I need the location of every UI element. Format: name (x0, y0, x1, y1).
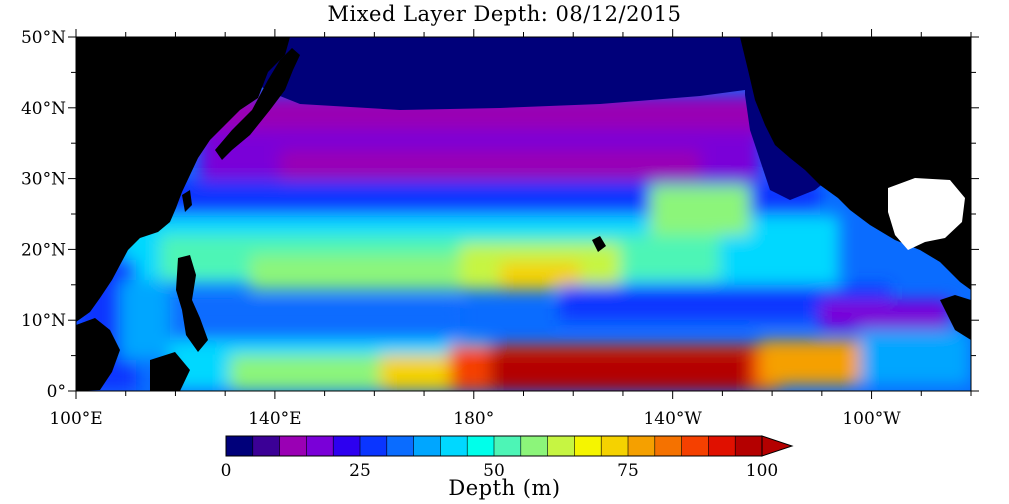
colorbar-swatch (360, 436, 388, 456)
colorbar-swatch (440, 436, 468, 456)
colorbar: 0 25 50 75 100 (221, 435, 794, 481)
map-title: Mixed Layer Depth: 08/12/2015 (327, 2, 682, 26)
lat-tick-label: 20°N (21, 240, 66, 260)
colorbar-swatch (735, 436, 763, 456)
colorbar-extend-arrow (761, 435, 794, 457)
land-japan (215, 48, 300, 160)
map-plot-area (76, 37, 971, 391)
colorbar-swatch (333, 436, 361, 456)
lat-tick-label: 40°N (21, 99, 66, 119)
colorbar-swatch (306, 436, 334, 456)
colorbar-swatch (413, 436, 441, 456)
colorbar-swatch (601, 436, 629, 456)
colorbar-tick-label: 25 (349, 461, 371, 481)
colorbar-swatch (628, 436, 656, 456)
colorbar-swatch (226, 436, 254, 456)
gulf-of-mexico (888, 178, 965, 250)
colorbar-label: Depth (m) (448, 476, 561, 500)
land-asia (76, 37, 290, 322)
colorbar-swatch (252, 436, 281, 456)
colorbar-tick-label: 75 (617, 461, 639, 481)
land-indonesia (150, 352, 190, 391)
lon-tick-label: 140°E (248, 409, 301, 429)
lat-tick-label: 50°N (21, 28, 66, 48)
colorbar-swatch (520, 436, 549, 456)
colorbar-swatch (494, 436, 522, 456)
colorbar-tick-label: 100 (746, 461, 778, 481)
latitude-ticks: 50°N 40°N 30°N 20°N 10°N 0° (21, 28, 979, 402)
colorbar-tick-label: 50 (483, 461, 505, 481)
lat-tick-label: 10°N (21, 311, 66, 331)
land-central-america (940, 295, 971, 340)
shallow-north-region (240, 37, 745, 110)
land-philippines (176, 255, 208, 352)
land-hawaii (592, 236, 606, 252)
longitude-ticks: 100°E 140°E 180° 140°W 100°W (49, 29, 972, 429)
colorbar-swatch (279, 436, 307, 456)
lon-tick-label: 100°W (842, 409, 901, 429)
colorbar-swatch (681, 436, 709, 456)
depth-field (76, 95, 970, 391)
lon-tick-label: 100°E (49, 409, 102, 429)
lon-tick-label: 140°W (643, 409, 702, 429)
colorbar-swatch (467, 436, 495, 456)
colorbar-swatch (386, 436, 415, 456)
colorbar-swatch (708, 436, 736, 456)
lat-tick-label: 0° (47, 382, 66, 402)
land-taiwan (182, 190, 192, 212)
land-borneo (76, 318, 120, 391)
lat-tick-label: 30°N (21, 170, 66, 190)
lon-tick-label: 180° (453, 409, 494, 429)
colorbar-swatch (574, 436, 602, 456)
colorbar-tick-label: 0 (221, 461, 232, 481)
colorbar-swatch (654, 436, 683, 456)
colorbar-swatch (547, 436, 575, 456)
